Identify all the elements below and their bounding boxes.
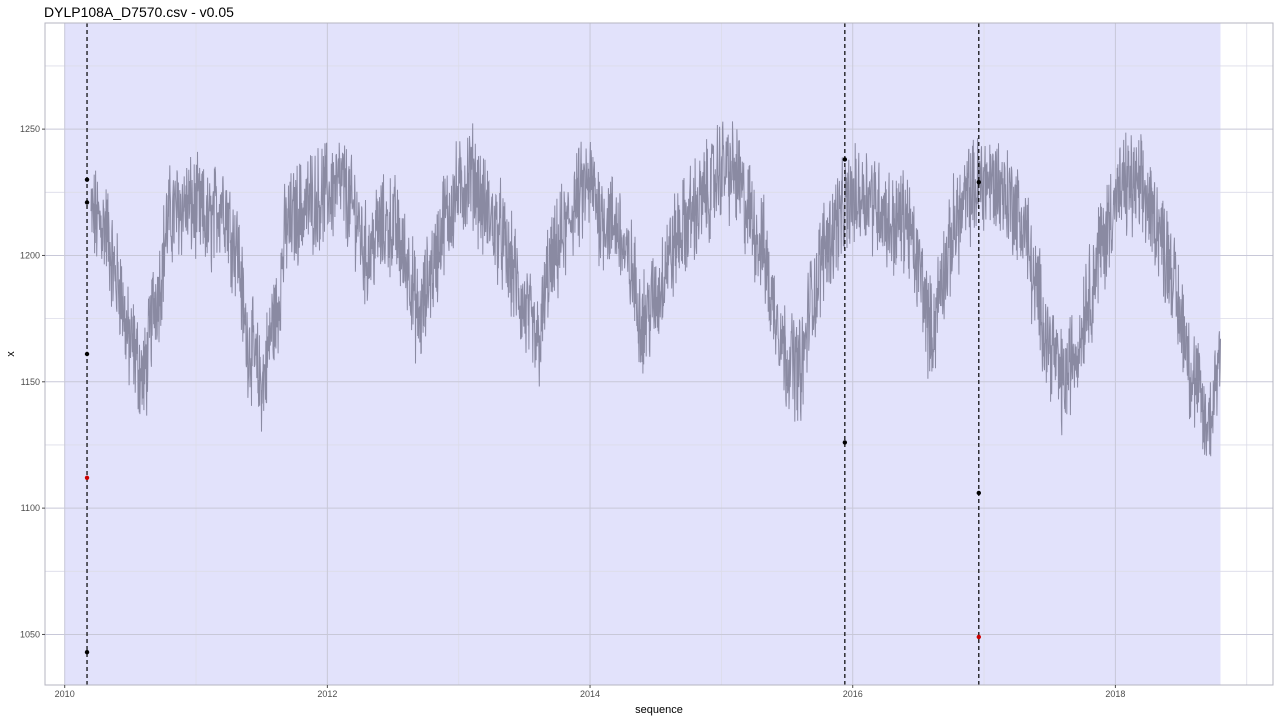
y-tick-label: 1050 xyxy=(20,629,40,639)
chart-title: DYLP108A_D7570.csv - v0.05 xyxy=(44,4,234,20)
changepoint-point xyxy=(976,179,982,185)
outlier-point xyxy=(84,475,90,481)
x-axis-ticks: 2010 2012 2014 2016 2018 xyxy=(55,685,1125,699)
changepoint-point xyxy=(842,157,848,162)
minor-gridlines xyxy=(45,23,1273,685)
changepoint-point xyxy=(976,490,982,496)
x-tick-label: 2012 xyxy=(317,689,337,699)
data-series xyxy=(90,121,1221,457)
x-tick-label: 2010 xyxy=(55,689,75,699)
changepoint-point xyxy=(84,351,90,357)
data-points xyxy=(84,157,982,655)
outlier-point xyxy=(976,634,982,640)
y-tick-label: 1200 xyxy=(20,250,40,260)
changepoint-point xyxy=(842,440,848,445)
series-line xyxy=(90,121,1221,457)
panel-border xyxy=(44,22,1274,686)
y-tick-label: 1250 xyxy=(20,124,40,134)
changepoint-point xyxy=(84,649,90,655)
y-tick-label: 1100 xyxy=(21,503,40,513)
y-tick-label: 1150 xyxy=(21,377,40,387)
x-tick-label: 2014 xyxy=(580,689,600,699)
y-axis-ticks: 1050 1100 1150 1200 1250 xyxy=(20,124,45,639)
changepoint-point xyxy=(84,177,90,182)
x-tick-label: 2018 xyxy=(1105,689,1125,699)
x-tick-label: 2016 xyxy=(843,689,863,699)
y-axis-label: x xyxy=(5,351,17,357)
changepoint-point xyxy=(84,200,90,205)
x-axis-label: sequence xyxy=(635,704,683,716)
